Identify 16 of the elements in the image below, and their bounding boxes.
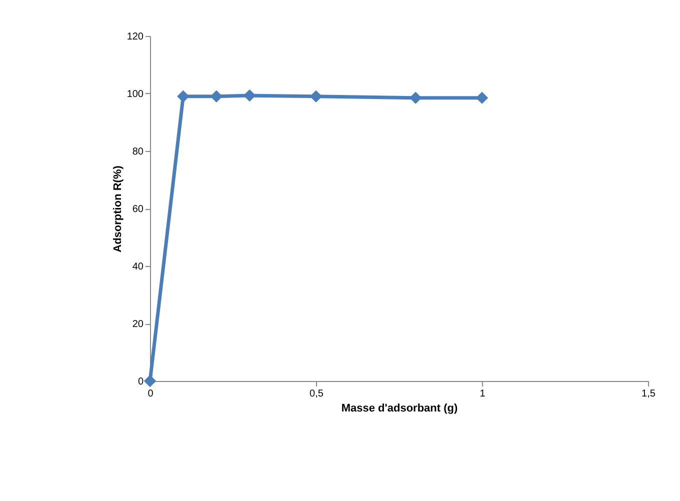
x-tick-label: 1,5 xyxy=(642,388,656,400)
y-tick-label: 20 xyxy=(132,319,144,330)
y-tick-label: 120 xyxy=(126,32,144,42)
x-tick-label: 0 xyxy=(148,388,154,400)
y-tick-label: 60 xyxy=(132,204,144,215)
point xyxy=(476,92,488,104)
x-tick-label: 1 xyxy=(480,388,486,400)
x-tick-label: 0,5 xyxy=(310,388,324,400)
y-tick-label: 80 xyxy=(132,146,144,158)
y-axis-title: Adsorption R(%) xyxy=(112,165,124,252)
point xyxy=(177,90,190,102)
y-tick-label: 100 xyxy=(126,89,144,100)
point xyxy=(144,374,156,388)
x-axis-title: Masse d'adsorbant (g) xyxy=(341,402,458,414)
y-tick-label: 40 xyxy=(132,262,144,272)
y-tick-label: 0 xyxy=(138,376,144,388)
